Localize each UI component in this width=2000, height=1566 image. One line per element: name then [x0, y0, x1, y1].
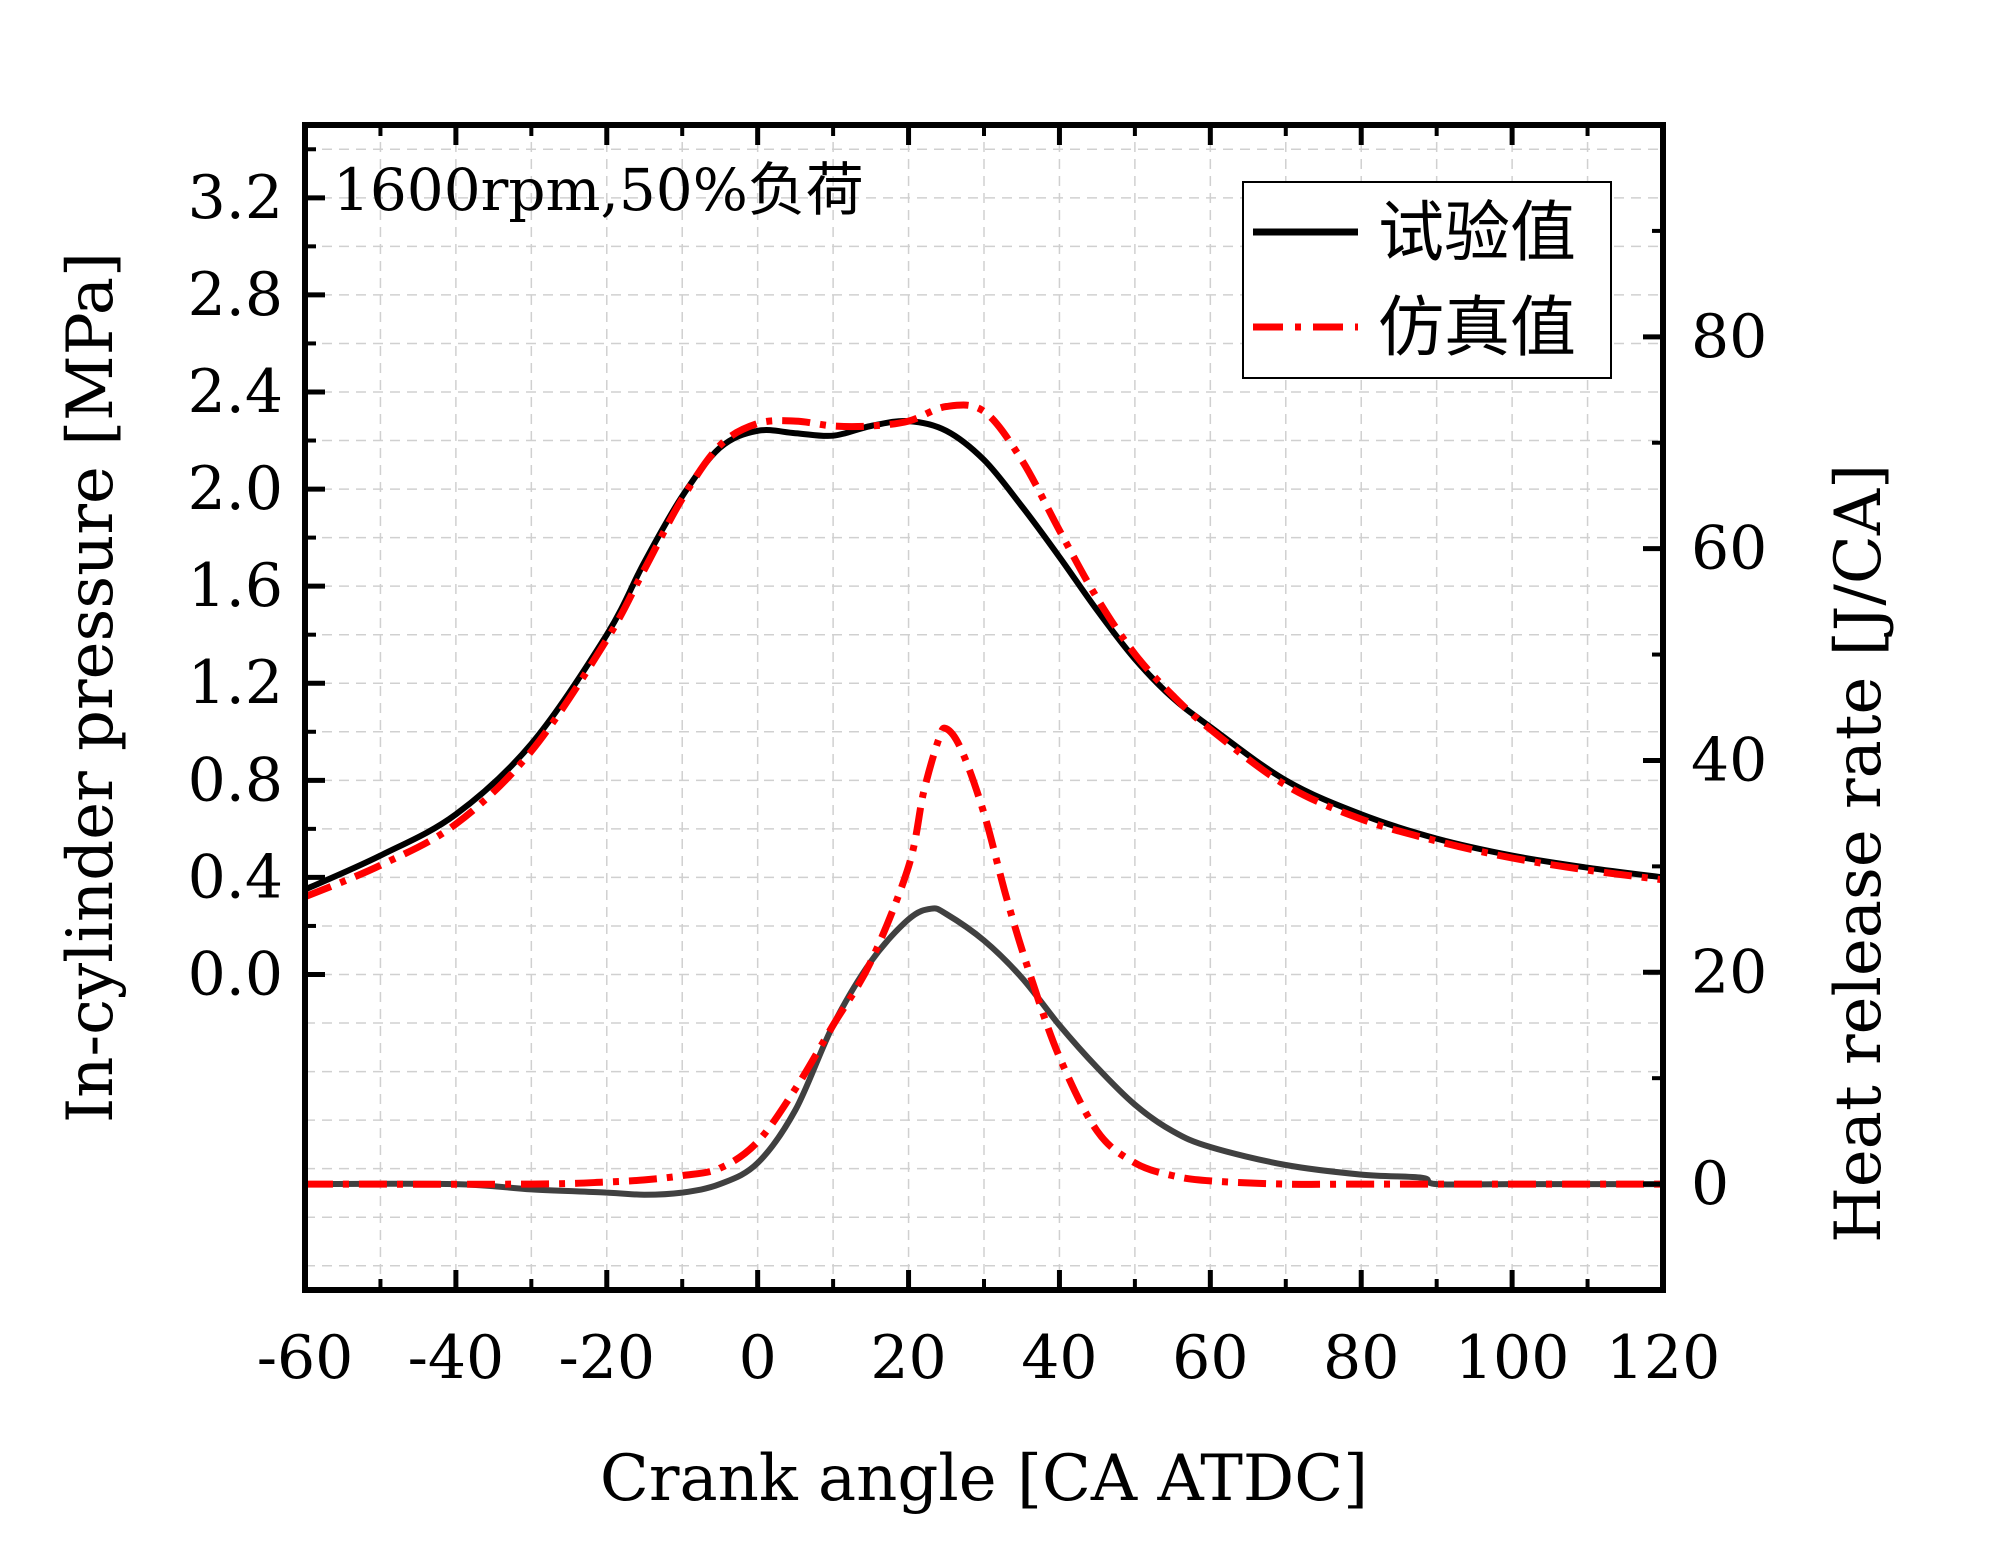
y-axis-right-title: Heat release rate [J/CA]: [1822, 464, 1896, 1243]
y-left-tick-label: 2.0: [188, 454, 283, 524]
y-left-tick-label: 2.4: [188, 357, 283, 427]
y-left-tick-label: 1.2: [188, 648, 283, 718]
y-left-tick-label: 0.4: [188, 842, 283, 912]
x-tick-label: 40: [1021, 1323, 1097, 1393]
series-simulation-pressure: [303, 401, 1664, 901]
y-right-tick-label: 60: [1691, 514, 1767, 584]
series-experiment-hrr: [304, 905, 1663, 1198]
condition-annotation: 1600rpm,50%负荷: [333, 156, 864, 224]
y-left-tick-label: 0.0: [188, 939, 283, 1009]
y-right-tick-label: 40: [1691, 725, 1767, 795]
x-tick-label: 120: [1606, 1323, 1721, 1393]
tick-labels: -60 -40 -20 0 20 40 60 80 100 120 0.0 0.4 0.8 1.2 1.6 2…: [188, 163, 1768, 1393]
series-layer: [303, 401, 1664, 1198]
grid: [305, 125, 1663, 1290]
x-tick-label: -20: [558, 1323, 655, 1393]
y-right-tick-label: 0: [1691, 1149, 1729, 1219]
x-axis-title: Crank angle [CA ATDC]: [600, 1442, 1368, 1516]
x-tick-label: 80: [1323, 1323, 1399, 1393]
y-left-tick-label: 2.8: [188, 260, 283, 330]
y-left-tick-label: 0.8: [188, 745, 283, 815]
legend-label-experiment: 试验值: [1378, 194, 1576, 271]
series-simulation-hrr: [304, 724, 1663, 1188]
y-left-tick-label: 3.2: [188, 163, 283, 233]
x-tick-label: -60: [257, 1323, 354, 1393]
legend: 试验值 仿真值: [1242, 181, 1612, 379]
legend-label-simulation: 仿真值: [1378, 289, 1576, 366]
y-right-tick-label: 80: [1691, 302, 1767, 372]
legend-box: [1242, 181, 1612, 379]
ticks: [302, 125, 1666, 1290]
x-tick-label: 100: [1455, 1323, 1570, 1393]
x-tick-label: 0: [739, 1323, 777, 1393]
x-tick-label: 20: [870, 1323, 946, 1393]
y-left-tick-label: 1.6: [188, 551, 283, 621]
x-tick-label: -40: [408, 1323, 505, 1393]
x-tick-label: 60: [1172, 1323, 1248, 1393]
y-axis-left-title: In-cylinder pressure [MPa]: [54, 252, 128, 1123]
y-right-tick-label: 20: [1691, 937, 1767, 1007]
